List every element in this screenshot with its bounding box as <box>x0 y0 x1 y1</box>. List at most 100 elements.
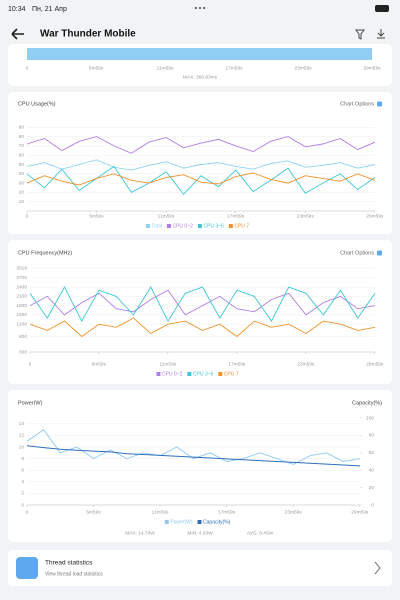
series-line <box>26 445 361 467</box>
battery-icon <box>375 5 389 12</box>
y2-axis-title: Capacity(%) <box>352 400 382 406</box>
dot <box>203 7 205 9</box>
chart-options[interactable]: Chart Options <box>340 250 374 256</box>
x-tick-label: 23m59s <box>297 213 315 219</box>
y-tick-label: 6 <box>21 467 24 473</box>
x-tick-label: 0 <box>26 65 29 71</box>
y-tick-label: 4 <box>21 479 24 485</box>
options-icon <box>377 250 382 256</box>
legend-label: Power(W) <box>170 519 193 525</box>
download-button[interactable] <box>377 29 385 39</box>
header-title: War Thunder Mobile <box>40 29 136 40</box>
y-tick-label: 40 <box>19 171 25 177</box>
legend-swatch <box>156 372 161 376</box>
card <box>8 390 392 542</box>
y-tick-label: 2 <box>21 491 24 497</box>
series-line <box>29 317 376 338</box>
x-tick-label: 17m59s <box>218 509 236 515</box>
y-tick-label: 60 <box>19 152 25 158</box>
y-tick-label: 300 <box>19 349 27 355</box>
legend-swatch <box>164 520 169 524</box>
legend-swatch <box>187 372 192 376</box>
dot <box>199 7 201 9</box>
x-tick-label: 5m59s <box>92 361 107 367</box>
y-tick-label: 1800 <box>16 303 27 309</box>
x-tick-label: 11m59s <box>158 213 175 219</box>
y2-tick-label: 40 <box>369 467 375 473</box>
series-line <box>26 159 376 171</box>
legend-swatch <box>197 520 202 524</box>
series-line <box>26 172 376 186</box>
y-tick-label: 1200 <box>16 321 27 327</box>
legend-label: CPU 0~2 <box>162 371 183 377</box>
back-button[interactable] <box>11 28 24 40</box>
x-tick-label: 5m59s <box>89 65 104 71</box>
series-line <box>26 136 376 154</box>
status-date: Пн, 21 Апр <box>32 6 67 13</box>
x-tick-label: 5m59s <box>86 509 101 515</box>
stat-label: MIN: 4.93W <box>187 530 213 536</box>
y-tick-label: 10 <box>19 199 25 205</box>
frame-bar <box>27 48 372 60</box>
x-tick-label: 5m59s <box>89 213 104 219</box>
x-tick-label: 0 <box>26 213 29 219</box>
y-tick-label: 800 <box>19 334 27 340</box>
legend-swatch <box>218 372 223 376</box>
legend-swatch <box>145 224 150 228</box>
series-line <box>29 286 376 323</box>
legend-label: Capacity(%) <box>203 519 231 525</box>
legend: Power(W) Capacity(%) <box>164 519 231 525</box>
legend: CPU 0~2 CPU 3~6 CPU 7 <box>156 371 239 377</box>
x-tick-label: 29m59s <box>363 65 381 71</box>
legend-label: CPU 7 <box>224 371 239 377</box>
x-tick-label: 11m59s <box>159 361 176 367</box>
x-tick-label: 17m59s <box>225 65 243 71</box>
x-tick-label: 0 <box>29 361 32 367</box>
x-tick-label: 11m59s <box>157 65 174 71</box>
filter-button[interactable] <box>355 29 365 40</box>
x-tick-label: 23m59s <box>297 361 315 367</box>
x-tick-label: 11m59s <box>152 509 169 515</box>
x-tick-label: 17m59s <box>228 361 246 367</box>
stat-label: AVG: 8.45W <box>247 530 274 536</box>
legend-label: CPU 3~6 <box>203 223 224 229</box>
y2-tick-label: 80 <box>369 433 375 439</box>
series-line <box>26 165 376 195</box>
legend-label: Total <box>151 223 162 229</box>
legend-label: CPU 3~6 <box>193 371 214 377</box>
y2-tick-label: 100 <box>366 415 374 421</box>
card <box>8 92 392 234</box>
x-tick-label: 23m59s <box>294 65 312 71</box>
legend-label: CPU 7 <box>234 223 249 229</box>
y-tick-label: 50 <box>19 162 25 168</box>
stat-label: MAX: 14.70W <box>125 530 155 536</box>
x-tick-label: 29m59s <box>366 213 384 219</box>
y-tick-label: 1500 <box>16 312 27 318</box>
legend-swatch <box>166 224 171 228</box>
chart-title: CPU Usage(%) <box>18 101 56 107</box>
thread-card[interactable] <box>8 550 392 586</box>
y2-tick-label: 20 <box>369 485 375 491</box>
dot <box>195 7 197 9</box>
y2-tick-label: 60 <box>369 450 375 456</box>
y-tick-label: 2700 <box>16 275 27 281</box>
chevron <box>374 561 381 575</box>
card <box>8 240 392 384</box>
y-tick-label: 80 <box>19 134 25 140</box>
x-tick-label: 0 <box>26 509 29 515</box>
legend: Total CPU 0~2 CPU 3~6 CPU 7 <box>145 223 249 229</box>
y-tick-label: 70 <box>19 143 25 149</box>
x-tick-label: 23m59s <box>285 509 303 515</box>
legend-swatch <box>228 224 233 228</box>
x-tick-label: 29m59s <box>366 361 384 367</box>
y-tick-label: 30 <box>19 180 25 186</box>
legend-swatch <box>197 224 202 228</box>
status-time: 10:34 <box>8 6 26 13</box>
y-tick-label: 90 <box>19 125 25 131</box>
series-line <box>29 289 376 316</box>
chart-options[interactable]: Chart Options <box>340 101 374 107</box>
options-icon <box>377 101 382 107</box>
legend-label: CPU 0~2 <box>172 223 193 229</box>
y-tick-label: 20 <box>19 190 25 196</box>
